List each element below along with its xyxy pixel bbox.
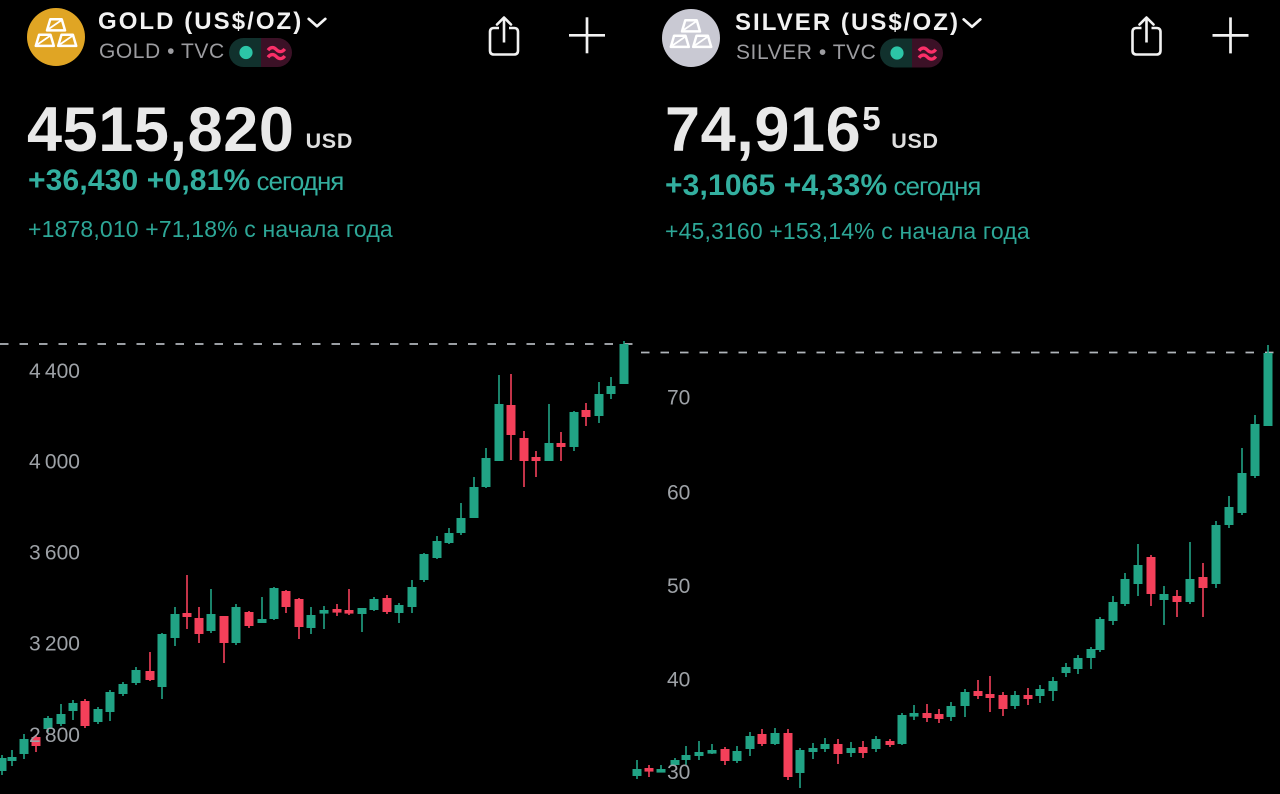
svg-text:4 400: 4 400 [29, 360, 80, 383]
svg-text:3 600: 3 600 [29, 542, 80, 565]
svg-text:70: 70 [667, 387, 690, 410]
svg-text:2 800: 2 800 [29, 724, 80, 747]
svg-text:30: 30 [667, 761, 690, 784]
svg-text:4 000: 4 000 [29, 451, 80, 474]
svg-text:50: 50 [667, 575, 690, 598]
svg-text:3 200: 3 200 [29, 633, 80, 656]
svg-text:40: 40 [667, 669, 690, 692]
svg-text:60: 60 [667, 482, 690, 505]
